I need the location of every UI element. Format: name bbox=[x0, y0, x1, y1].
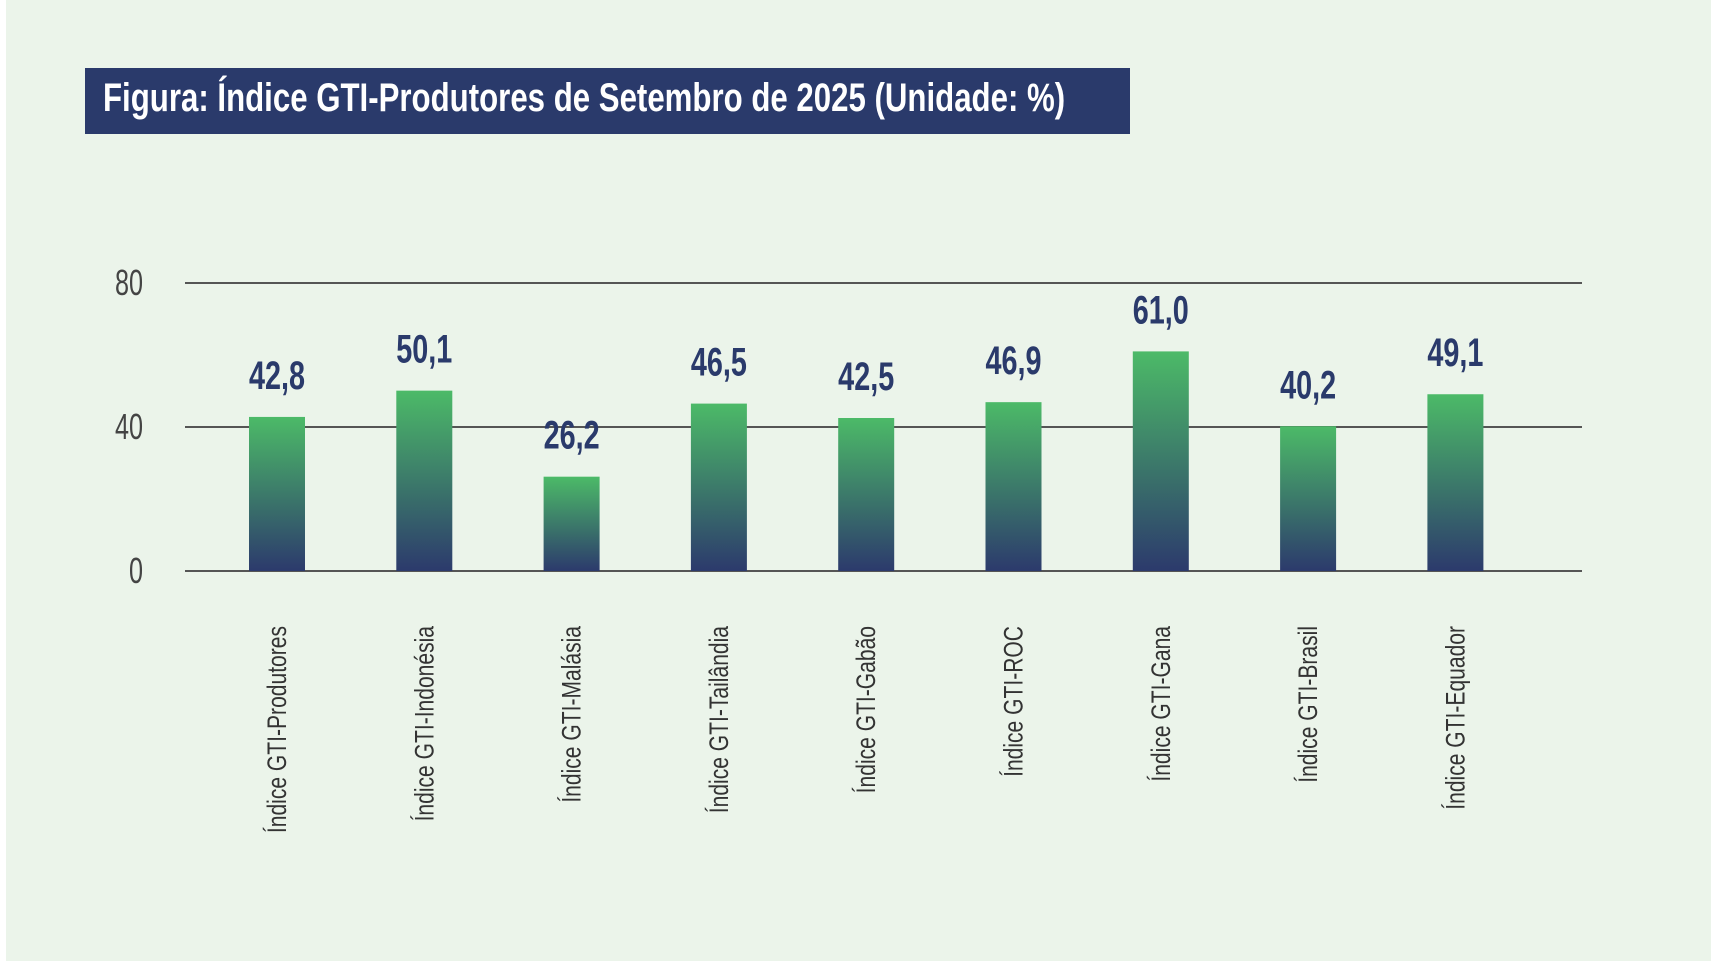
chart-title: Figura: Índice GTI-Produtores de Setembr… bbox=[103, 76, 1066, 120]
data-label: 42,8 bbox=[249, 353, 305, 398]
y-tick-label: 0 bbox=[129, 551, 143, 592]
x-tick-label: Índice GTI-Indonésia bbox=[410, 626, 440, 822]
data-label: 42,5 bbox=[838, 354, 894, 399]
data-label: 49,1 bbox=[1427, 331, 1483, 376]
bar bbox=[396, 390, 453, 571]
bar bbox=[1427, 394, 1484, 571]
data-label: 46,5 bbox=[691, 340, 747, 385]
data-label: 40,2 bbox=[1280, 363, 1336, 408]
data-label: 26,2 bbox=[544, 413, 600, 458]
bar bbox=[838, 418, 895, 571]
data-label: 61,0 bbox=[1133, 288, 1189, 333]
y-tick-label: 40 bbox=[115, 407, 143, 448]
bar bbox=[690, 403, 747, 571]
bar bbox=[1280, 426, 1337, 571]
bar bbox=[543, 476, 600, 571]
x-tick-label: Índice GTI-Tailândia bbox=[704, 626, 734, 814]
y-tick-label: 80 bbox=[115, 263, 143, 304]
x-tick-label: Índice GTI-Gana bbox=[1146, 626, 1176, 782]
x-tick-label: Índice GTI-Equador bbox=[1441, 626, 1471, 810]
x-tick-label: Índice GTI-Brasil bbox=[1294, 626, 1324, 783]
data-label: 46,9 bbox=[985, 339, 1041, 384]
bar bbox=[249, 416, 305, 571]
title-banner: Figura: Índice GTI-Produtores de Setembr… bbox=[85, 68, 1130, 134]
data-label: 50,1 bbox=[396, 327, 452, 372]
x-tick-label: Índice GTI-Produtores bbox=[263, 626, 293, 833]
bar bbox=[985, 402, 1042, 571]
bar bbox=[1132, 351, 1189, 571]
x-tick-label: Índice GTI-ROC bbox=[999, 626, 1029, 777]
x-tick-label: Índice GTI-Malásia bbox=[557, 626, 587, 803]
x-tick-label: Índice GTI-Gabão bbox=[852, 626, 882, 793]
